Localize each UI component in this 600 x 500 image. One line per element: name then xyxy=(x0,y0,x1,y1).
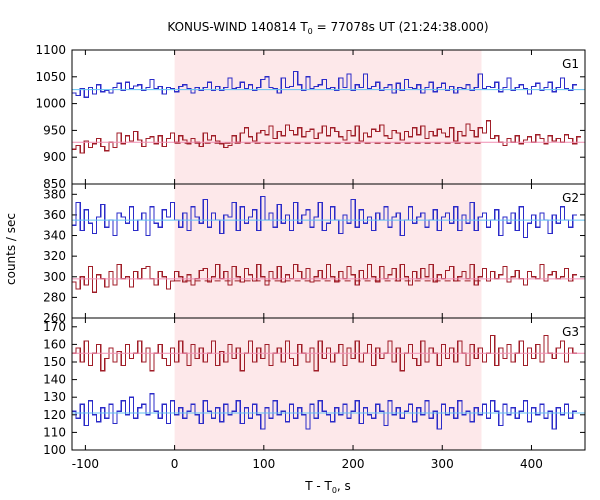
panel-frame-3 xyxy=(71,317,586,451)
ytick-label: 1100 xyxy=(35,43,66,57)
tick-labels: 850900950100010501100G126028030032034036… xyxy=(35,43,579,471)
ytick-label: 170 xyxy=(43,320,66,334)
panel-frames xyxy=(71,49,586,451)
x-axis-title: T - T0, s xyxy=(304,479,351,495)
highlight-band-2 xyxy=(174,184,482,318)
ytick-label: 380 xyxy=(43,187,66,201)
ytick-label: 320 xyxy=(43,249,66,263)
ytick-label: 160 xyxy=(43,337,66,351)
series-blue-1 xyxy=(72,70,577,98)
xtick-label: 300 xyxy=(431,457,454,471)
xtick-label: 0 xyxy=(171,457,179,471)
ytick-label: 100 xyxy=(43,443,66,457)
highlight-regions xyxy=(174,50,482,450)
ytick-label: 360 xyxy=(43,208,66,222)
band-label-g2: G2 xyxy=(562,191,579,205)
ytick-label: 140 xyxy=(43,373,66,387)
ytick-label: 260 xyxy=(43,311,66,325)
ytick-label: 950 xyxy=(43,123,66,137)
ytick-label: 280 xyxy=(43,290,66,304)
xtick-label: 400 xyxy=(520,457,543,471)
xtick-label: 200 xyxy=(342,457,365,471)
series-layer xyxy=(72,70,585,430)
ytick-label: 120 xyxy=(43,408,66,422)
ytick-label: 1000 xyxy=(35,97,66,111)
ytick-label: 130 xyxy=(43,390,66,404)
xtick-label: -100 xyxy=(72,457,99,471)
ytick-label: 900 xyxy=(43,150,66,164)
ytick-label: 150 xyxy=(43,355,66,369)
ytick-label: 1050 xyxy=(35,70,66,84)
series-blue-3 xyxy=(72,393,577,430)
xtick-label: 100 xyxy=(252,457,275,471)
highlight-band-1 xyxy=(174,50,482,184)
ytick-label: 300 xyxy=(43,270,66,284)
chart-title: KONUS-WIND 140814 T0 = 77078s UT (21:24:… xyxy=(167,20,488,36)
highlight-band-3 xyxy=(174,318,482,450)
ytick-label: 110 xyxy=(43,425,66,439)
band-label-g1: G1 xyxy=(562,57,579,71)
ytick-label: 850 xyxy=(43,177,66,191)
y-axis-title: counts / sec xyxy=(4,213,18,285)
band-label-g3: G3 xyxy=(562,325,579,339)
ytick-label: 340 xyxy=(43,229,66,243)
